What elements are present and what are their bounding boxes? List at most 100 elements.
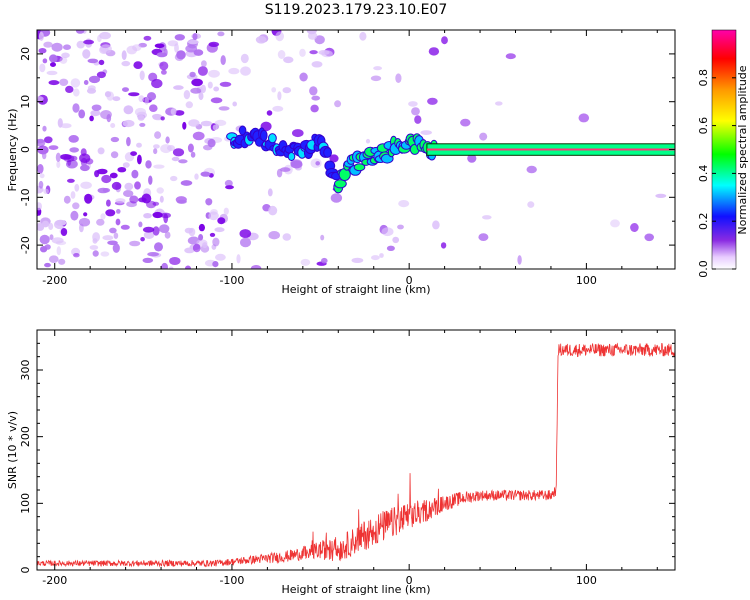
speckle-mark <box>223 207 229 215</box>
speckle-mark <box>479 132 488 141</box>
speckle-mark <box>206 43 218 53</box>
colorbar-tick-label: 0.6 <box>697 117 710 135</box>
speckle-mark <box>130 151 138 157</box>
speckle-mark <box>427 97 438 105</box>
speckle-mark <box>121 50 127 61</box>
speckle-mark <box>517 255 522 265</box>
speckle-mark <box>299 48 306 57</box>
speckle-mark <box>359 31 367 41</box>
speckle-mark <box>217 31 225 37</box>
speckle-mark <box>38 31 44 41</box>
speckle-mark <box>212 261 219 268</box>
speckle-mark <box>187 39 199 45</box>
speckle-mark <box>153 144 160 149</box>
speckle-mark <box>219 81 232 87</box>
speckle-mark <box>80 181 92 189</box>
speckle-mark <box>163 213 169 224</box>
speckle-mark <box>39 63 46 73</box>
speckle-mark <box>120 224 130 230</box>
speckle-mark <box>110 123 116 128</box>
speckle-mark <box>123 105 134 115</box>
speckle-mark <box>200 120 213 127</box>
speckle-mark <box>610 219 620 228</box>
speckle-mark <box>154 131 162 139</box>
speckle-mark <box>80 164 90 172</box>
speckle-mark <box>217 217 226 225</box>
speckle-mark <box>210 209 218 215</box>
speckle-mark <box>275 31 285 42</box>
speckle-mark <box>156 187 164 194</box>
speckle-mark <box>379 253 384 258</box>
speckle-mark <box>129 240 141 247</box>
speckle-mark <box>311 95 321 101</box>
speckle-mark <box>310 104 319 113</box>
speckle-mark <box>42 125 47 132</box>
speckle-mark <box>329 154 339 163</box>
speckle-mark <box>320 234 325 241</box>
speckle-mark <box>42 58 48 64</box>
speckle-mark <box>194 173 199 180</box>
speckle-mark <box>94 170 100 178</box>
speckle-mark <box>51 42 63 52</box>
speckle-mark <box>209 232 216 237</box>
speckle-mark <box>397 224 404 230</box>
speckle-mark <box>526 165 537 174</box>
speckle-mark <box>290 160 303 169</box>
speckle-mark <box>89 115 94 122</box>
speckle-mark <box>153 148 158 155</box>
speckle-mark <box>578 113 590 123</box>
speckle-mark <box>126 136 131 147</box>
speckle-mark <box>122 162 130 168</box>
speckle-mark <box>205 198 213 206</box>
speckle-mark <box>148 175 153 185</box>
y-tick-label: -20 <box>19 236 32 254</box>
speckle-mark <box>97 147 105 155</box>
speckle-mark <box>432 220 440 230</box>
speckle-mark <box>159 224 170 234</box>
speckle-mark <box>266 110 273 116</box>
speckle-mark <box>478 233 489 242</box>
speckle-mark <box>138 197 147 203</box>
y-tick-label: 200 <box>19 426 32 447</box>
speckle-mark <box>644 233 654 242</box>
speckle-mark <box>89 245 99 250</box>
speckle-mark <box>160 116 165 121</box>
snr-xlabel: Height of straight line (km) <box>281 583 430 596</box>
spectral-ridge <box>226 125 675 194</box>
x-tick-label: 100 <box>576 574 597 587</box>
speckle-mark <box>192 243 201 253</box>
speckle-mark <box>185 44 198 53</box>
speckle-mark <box>100 213 106 220</box>
speckle-mark <box>137 154 142 165</box>
speckle-mark <box>110 136 120 143</box>
speckle-mark <box>482 215 492 220</box>
speckle-mark <box>63 195 71 204</box>
speckle-mark <box>115 198 126 204</box>
speckle-mark <box>198 234 204 241</box>
ridge-blob <box>238 125 247 136</box>
speckle-mark <box>70 210 79 221</box>
speckle-mark <box>178 159 188 164</box>
speckle-mark <box>123 190 134 197</box>
speckle-mark <box>99 31 111 40</box>
speckle-mark <box>137 115 145 121</box>
speckle-mark <box>100 44 112 54</box>
speckle-mark <box>97 187 109 194</box>
speckle-mark <box>100 110 112 120</box>
speckle-mark <box>169 257 181 265</box>
speckle-mark <box>408 101 418 107</box>
speckle-mark <box>138 95 145 103</box>
speckle-mark <box>96 218 105 226</box>
speckle-mark <box>83 39 94 45</box>
speckle-mark <box>83 212 88 217</box>
snr-ylabel: SNR (10 * v/v) <box>6 411 19 489</box>
speckle-mark <box>220 55 226 66</box>
speckle-mark <box>96 168 108 175</box>
speckle-mark <box>495 101 503 106</box>
speckle-mark <box>54 219 67 226</box>
speckle-mark <box>59 78 69 87</box>
speckle-mark <box>411 107 420 116</box>
snr-frame <box>36 329 676 571</box>
speckle-mark <box>395 73 402 83</box>
